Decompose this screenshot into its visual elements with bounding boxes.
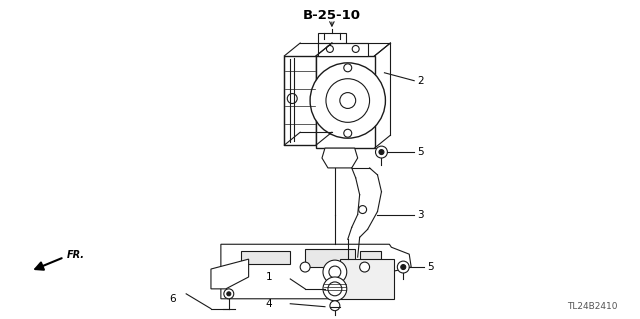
Text: 2: 2	[417, 76, 424, 86]
Circle shape	[323, 260, 347, 284]
Polygon shape	[340, 259, 394, 299]
Circle shape	[224, 289, 234, 299]
Circle shape	[360, 262, 369, 272]
Polygon shape	[318, 43, 367, 56]
Circle shape	[340, 93, 356, 108]
Circle shape	[397, 261, 409, 273]
Text: 4: 4	[266, 299, 273, 309]
Text: FR.: FR.	[67, 250, 85, 260]
Polygon shape	[322, 148, 358, 168]
Text: 5: 5	[417, 147, 424, 157]
Circle shape	[379, 150, 384, 154]
Text: 5: 5	[427, 262, 434, 272]
Polygon shape	[221, 244, 411, 299]
Circle shape	[227, 292, 231, 296]
Circle shape	[328, 282, 342, 296]
Circle shape	[326, 79, 369, 122]
Bar	[318, 33, 346, 47]
Circle shape	[358, 205, 367, 213]
Polygon shape	[360, 251, 381, 264]
Polygon shape	[284, 56, 316, 145]
Circle shape	[344, 64, 352, 72]
Circle shape	[352, 46, 359, 52]
Circle shape	[401, 264, 406, 270]
Polygon shape	[316, 56, 374, 148]
Text: 1: 1	[266, 272, 273, 282]
Circle shape	[224, 267, 234, 277]
Polygon shape	[241, 251, 291, 264]
Circle shape	[287, 93, 297, 103]
Circle shape	[300, 262, 310, 272]
Polygon shape	[305, 249, 355, 267]
Text: 3: 3	[417, 210, 424, 219]
Text: B-25-10: B-25-10	[303, 9, 361, 22]
Circle shape	[330, 301, 340, 311]
Circle shape	[329, 266, 341, 278]
Circle shape	[326, 46, 333, 52]
Circle shape	[323, 277, 347, 301]
Text: TL24B2410: TL24B2410	[567, 302, 618, 311]
Text: 6: 6	[170, 294, 176, 304]
Circle shape	[310, 63, 385, 138]
Circle shape	[376, 146, 387, 158]
Circle shape	[344, 129, 352, 137]
Polygon shape	[211, 259, 248, 289]
